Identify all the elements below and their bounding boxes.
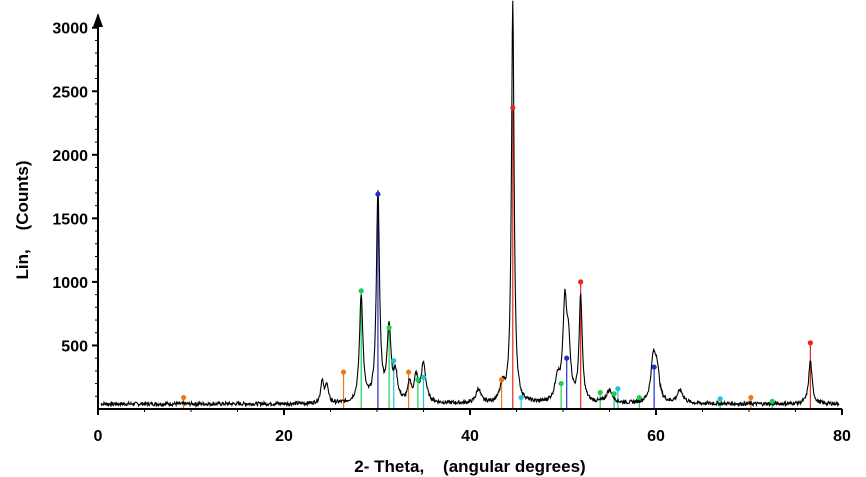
reference-marker-1-1 [564,355,570,361]
reference-marker-4-3 [499,377,505,383]
x-tick-label-80: 80 [833,428,851,445]
y-tick-label-1000: 1000 [52,275,88,292]
y-tick-label-2500: 2500 [52,84,88,101]
y-tick-label-3000: 3000 [52,21,88,38]
y-tick-label-2000: 2000 [52,148,88,165]
reference-marker-2-7 [769,398,775,404]
reference-marker-0-1 [578,279,584,285]
reference-marker-2-6 [636,394,642,401]
reference-marker-2-5 [611,391,617,397]
x-tick-label-20: 20 [275,428,293,445]
x-tick-label-0: 0 [94,428,103,445]
reference-markers-layer [180,105,813,404]
x-axis-title: 2- Theta, (angular degrees) [354,457,585,476]
x-tick-label-40: 40 [461,428,479,445]
axes-layer [92,13,843,415]
reference-marker-1-0 [375,191,381,197]
y-tick-label-500: 500 [61,338,88,355]
reference-marker-3-1 [420,374,427,380]
reference-marker-3-4 [717,396,723,402]
reference-marker-2-4 [597,389,603,396]
reference-marker-4-0 [180,394,187,401]
reference-marker-3-2 [518,394,524,401]
reference-marker-4-2 [406,369,412,375]
reference-marker-2-3 [558,380,564,387]
reference-marker-2-2 [415,377,421,383]
diffraction-trace [100,0,840,408]
reference-marker-4-1 [340,369,347,375]
y-axis-arrow [93,13,103,27]
reference-marker-0-0 [510,105,516,111]
labels-layer: 0 20 40 60 80 500 1000 1500 2000 2500 3000 2- Theta… [13,21,851,476]
y-axis-title: Lin, (Counts) [13,161,32,280]
reference-marker-0-2 [807,340,813,346]
x-tick-label-60: 60 [647,428,665,445]
y-tick-label-1500: 1500 [52,211,88,228]
reference-marker-3-3 [615,386,621,392]
reference-marker-1-2 [651,364,657,370]
reference-lines-layer [182,107,811,409]
trace-layer [100,0,840,408]
reference-marker-2-1 [386,325,392,331]
reference-marker-2-0 [358,288,364,294]
reference-marker-3-0 [391,358,397,364]
reference-marker-4-4 [748,394,754,401]
